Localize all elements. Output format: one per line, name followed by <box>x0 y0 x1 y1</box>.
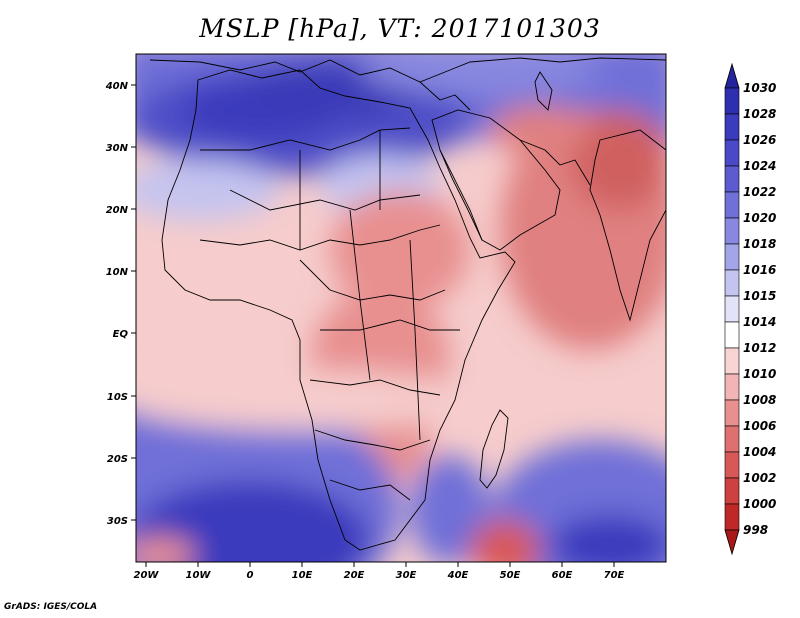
field-mozambique-high <box>410 455 490 562</box>
border-south <box>314 429 431 451</box>
border-congo <box>320 319 460 331</box>
border-chad-car <box>349 209 371 381</box>
field-west-edge <box>136 160 280 220</box>
border-south-africa <box>329 479 411 501</box>
lon-label: 0 <box>247 570 254 581</box>
map-frame <box>135 53 667 563</box>
coastlines <box>149 57 666 551</box>
colorbar-label: 1004 <box>743 445 776 459</box>
field-pakistan-low <box>570 110 666 210</box>
colorbar-bin <box>724 217 740 245</box>
border-sahel <box>229 189 421 211</box>
colorbar-bin <box>724 347 740 375</box>
border-central <box>299 259 446 301</box>
colorbar-label: 998 <box>743 523 768 537</box>
colorbar-label: 1026 <box>743 133 776 147</box>
colorbar-label: 1030 <box>743 81 776 95</box>
colorbar-label: 1010 <box>743 367 776 381</box>
colorbar-bin <box>724 503 740 531</box>
lat-label: 40N <box>105 81 129 92</box>
field-sw-low <box>136 537 195 562</box>
colorbar-bottom-arrow <box>724 529 740 556</box>
lat-label: 10N <box>106 267 129 278</box>
colorbar-label: 1012 <box>743 341 776 355</box>
colorbar-bin <box>724 373 740 401</box>
colorbar-bin <box>724 87 740 115</box>
africa-coastline <box>161 69 516 551</box>
lon-label: 70E <box>604 570 625 581</box>
colorbar-label: 1006 <box>743 419 776 433</box>
lon-label: 60E <box>552 570 573 581</box>
colorbar-label: 1022 <box>743 185 776 199</box>
map-title: MSLP [hPa], VT: 2017101303 <box>199 14 601 43</box>
lon-label: 20E <box>344 570 365 581</box>
colorbar-label: 1024 <box>743 159 776 173</box>
red-sea <box>439 149 483 241</box>
colorbar-bin <box>724 243 740 271</box>
colorbar-label: 1002 <box>743 471 776 485</box>
madagascar-coastline <box>479 409 509 489</box>
field-caspian <box>360 54 600 95</box>
colorbar-label: 1015 <box>743 289 776 303</box>
credit-text: GrADS: IGES/COLA <box>4 602 98 612</box>
europe-coastline <box>149 57 666 83</box>
pressure-field <box>136 54 666 562</box>
border-sahel2 <box>199 224 441 251</box>
lat-label: 20N <box>106 205 129 216</box>
colorbar-bin <box>724 165 740 193</box>
india-coastline <box>589 129 666 322</box>
field-sudan-low <box>330 190 470 310</box>
lat-label: 30N <box>106 143 129 154</box>
caspian <box>534 71 553 111</box>
colorbar: 1030 1028 1026 1024 1022 1020 1018 1016 1015 1014… <box>724 62 776 556</box>
lon-label: 30E <box>396 570 417 581</box>
lon-label: 50E <box>500 570 521 581</box>
colorbar-bin <box>724 477 740 505</box>
lat-label: 20S <box>107 454 128 465</box>
colorbar-bin <box>724 295 740 323</box>
colorbar-bin <box>724 139 740 167</box>
colorbar-label: 1016 <box>743 263 776 277</box>
colorbar-label: 1000 <box>743 497 776 511</box>
lon-axis: 20W 10W 0 10E 20E 30E 40E 50E 60E 70E <box>134 562 625 581</box>
colorbar-bin <box>724 451 740 479</box>
arabia-coastline <box>431 109 561 251</box>
border-east-africa <box>409 239 421 441</box>
lat-label: 30S <box>107 516 128 527</box>
lat-axis: 40N 30N 20N 10N EQ 10S 20S 30S <box>105 81 136 527</box>
lon-label: 20W <box>134 570 160 581</box>
border-south-central <box>309 379 441 396</box>
colorbar-bin <box>724 321 740 349</box>
colorbar-bin <box>724 399 740 427</box>
colorbar-label: 1028 <box>743 107 776 121</box>
gulf-coast <box>519 139 591 186</box>
colorbar-bin <box>724 425 740 453</box>
field-indian-core <box>550 515 666 562</box>
lon-label: 10W <box>186 570 212 581</box>
lon-label: 10E <box>292 570 313 581</box>
field-south-low <box>470 520 540 562</box>
colorbar-bin <box>724 269 740 297</box>
colorbar-label: 1014 <box>743 315 776 329</box>
colorbar-label: 1018 <box>743 237 776 251</box>
field-iran-low <box>490 105 590 155</box>
turkey-coast <box>419 81 471 111</box>
lat-label: EQ <box>113 329 129 340</box>
lat-label: 10S <box>107 392 128 403</box>
colorbar-bin <box>724 191 740 219</box>
colorbar-label: 1008 <box>743 393 776 407</box>
colorbar-bin <box>724 113 740 141</box>
field-south-atlantic-core <box>136 480 370 562</box>
colorbar-top-arrow <box>724 62 740 89</box>
lon-label: 40E <box>447 570 469 581</box>
colorbar-label: 1020 <box>743 211 776 225</box>
